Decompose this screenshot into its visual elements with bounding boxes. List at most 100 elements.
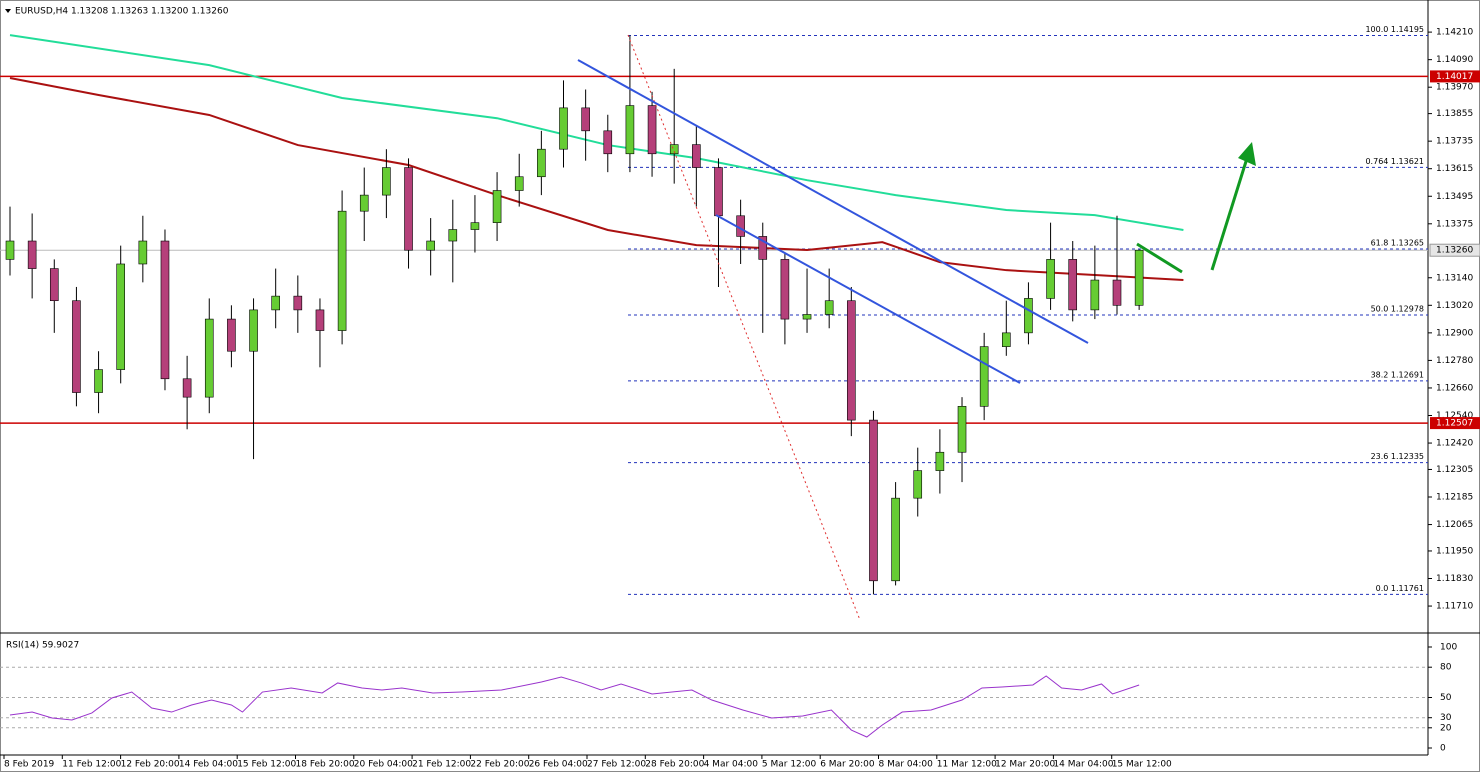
fib-label: 100.0 1.14195 [1365,25,1424,34]
y-tick-label: 1.12540 [1436,411,1473,421]
fib-label: 38.2 1.12691 [1371,370,1424,379]
x-tick-label: 15 Mar 12:00 [1112,760,1172,770]
y-tick-label: 1.13140 [1436,273,1473,283]
y-tick-label: 1.13375 [1436,219,1473,229]
arrow-stub [1136,242,1183,274]
rsi-tick-label: 20 [1440,723,1452,733]
candle-body [182,378,192,398]
candle-body [625,105,635,155]
candle-body [404,167,413,251]
chart-title: EURUSD,H4 1.13208 1.13263 1.13200 1.1326… [15,7,229,17]
x-tick-label: 15 Feb 12:00 [237,760,296,770]
candle-body [692,144,701,168]
bullish-arrow [1210,154,1250,271]
x-tick-label: 27 Feb 12:00 [587,760,646,770]
fib-label: 0.764 1.13621 [1365,157,1424,166]
x-tick-label: 14 Mar 04:00 [1053,760,1113,770]
current-price-box [1429,243,1480,257]
candle-body [1068,259,1078,311]
y-tick-label: 1.12305 [1436,465,1473,475]
candle-body [1046,259,1055,299]
candle-body [514,176,524,191]
level-box [1430,417,1480,430]
candle-body [913,470,923,499]
candle-body [559,107,568,150]
y-tick-label: 1.13855 [1436,109,1473,119]
y-tick-label: 1.13615 [1436,164,1473,174]
y-tick-label: 1.13970 [1436,83,1473,93]
y-tick-label: 1.12065 [1436,520,1473,530]
candle-body [1112,279,1122,306]
candle-body [382,167,391,196]
candle-body [492,190,502,223]
candle-body [94,369,103,393]
candle-body [138,240,148,265]
rsi-tick-label: 80 [1440,663,1452,673]
y-tick-label: 1.12660 [1436,383,1473,393]
candle-body [1001,332,1011,347]
level-label: 1.12507 [1436,419,1473,429]
x-tick-label: 12 Feb 20:00 [121,760,180,770]
y-tick-label: 1.12420 [1436,439,1473,449]
x-tick-label: 5 Mar 12:00 [762,760,817,770]
candle-body [160,240,170,380]
candle-body [72,300,81,393]
x-tick-label: 26 Feb 04:00 [529,760,588,770]
candle-body [935,451,945,471]
candle-body [1090,279,1100,311]
x-tick-label: 14 Feb 04:00 [179,760,238,770]
candle-body [49,268,59,302]
candle-body [271,295,280,311]
candle-body [204,318,214,398]
x-tick-label: 8 Feb 2019 [4,760,55,770]
drawings [577,34,1256,621]
x-tick-label: 6 Mar 20:00 [820,760,875,770]
y-tick-label: 1.14210 [1436,28,1473,38]
candle-body [337,210,347,331]
candle-body [27,240,37,269]
rsi-line [9,675,1140,738]
fib-label: 23.6 1.12335 [1371,452,1424,461]
x-tick-label: 11 Mar 12:00 [937,760,997,770]
arrow-head [1238,142,1256,166]
candle-body [603,130,613,155]
candle-body [758,236,768,260]
x-tick-label: 12 Mar 20:00 [995,760,1055,770]
x-tick-label: 28 Feb 20:00 [645,760,704,770]
y-tick-label: 1.11710 [1436,602,1473,612]
candle-body [448,229,458,242]
fib-label: 50.0 1.12978 [1371,304,1424,313]
candle-body [315,309,325,331]
candle-body [470,222,480,230]
candle-body [116,263,125,370]
symbol-menu-icon [5,9,11,13]
candle-body [227,318,236,352]
candle-body [537,148,546,178]
rsi-tick-label: 30 [1440,713,1452,723]
y-tick-label: 1.13495 [1436,192,1473,202]
candle-body [1024,298,1033,334]
y-tick-label: 1.12780 [1436,356,1473,366]
y-tick-label: 1.14090 [1436,55,1473,65]
candle-body [5,240,15,260]
candle-body [669,144,679,155]
candle-body [891,497,900,582]
y-tick-label: 1.11830 [1436,574,1473,584]
candle-body [249,309,258,352]
fib-label: 61.8 1.13265 [1371,239,1424,248]
x-tick-label: 11 Feb 12:00 [62,760,121,770]
candle-body [869,419,878,582]
candle-body [359,194,369,212]
level-box [1430,70,1480,83]
x-tick-label: 18 Feb 20:00 [296,760,355,770]
candle-body [847,300,856,421]
y-tick-label: 1.13020 [1436,301,1473,311]
candle-body [1134,249,1144,306]
candle-body [957,406,967,453]
rsi-title: RSI(14) 59.9027 [6,641,79,651]
rsi-tick-label: 0 [1440,744,1446,754]
x-tick-label: 8 Mar 04:00 [879,760,934,770]
candle-body [647,105,657,155]
candle-body [426,240,435,251]
